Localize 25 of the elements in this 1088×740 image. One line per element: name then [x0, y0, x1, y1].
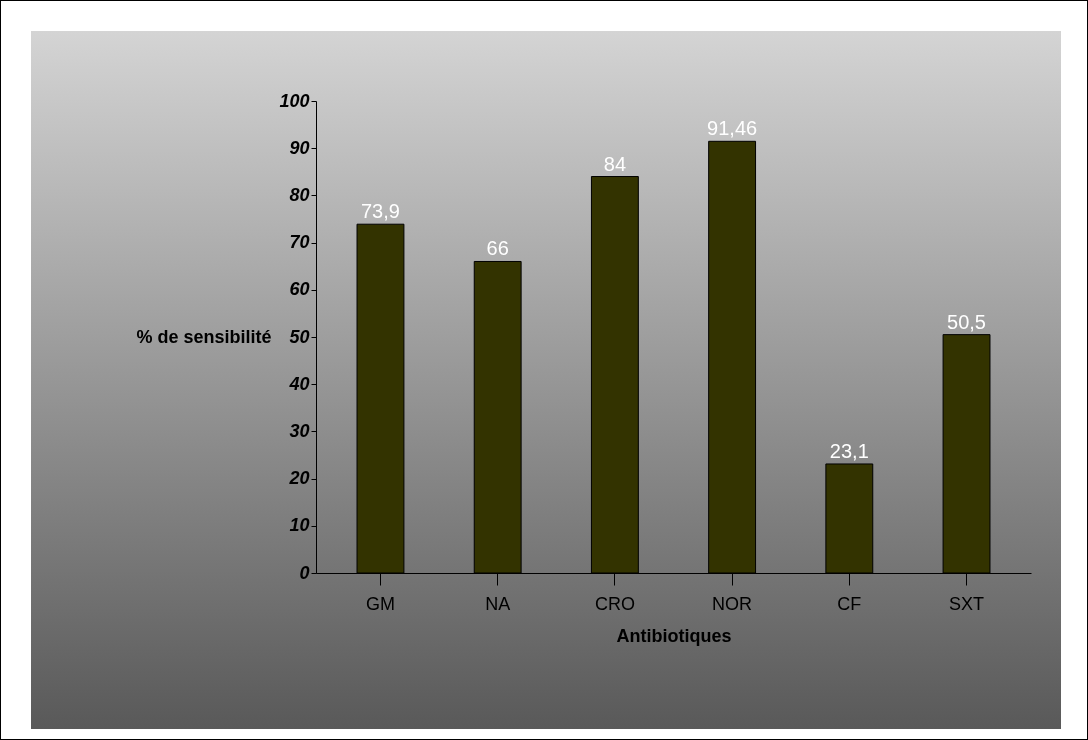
data-label: 84	[603, 152, 627, 175]
x-tick-label: NA	[485, 593, 511, 614]
y-tick-label: 70	[289, 232, 310, 253]
y-tick-label: 0	[299, 562, 310, 583]
x-tick-label: SXT	[949, 593, 985, 614]
x-tick-label: GM	[365, 593, 395, 614]
y-tick-label: 30	[289, 420, 310, 441]
y-tick-label: 100	[279, 90, 310, 111]
data-label: 66	[486, 237, 509, 260]
x-tick-label: CRO	[594, 593, 635, 614]
data-label: 73,9	[361, 200, 400, 223]
y-tick-label: 50	[289, 326, 310, 347]
x-tick-label: NOR	[712, 593, 753, 614]
x-axis-title: Antibiotiques	[616, 625, 732, 646]
y-tick-label: 40	[288, 373, 310, 394]
data-label: 50,5	[947, 310, 986, 333]
y-tick-label: 20	[288, 468, 310, 489]
data-label: 91,46	[707, 117, 758, 140]
y-tick-label: 60	[289, 279, 310, 300]
data-label: 23,1	[829, 439, 869, 462]
y-axis-title: % de sensibilité	[136, 326, 272, 347]
y-tick-label: 10	[289, 515, 310, 536]
x-tick-label: CF	[837, 593, 862, 614]
y-tick-label: 90	[289, 137, 310, 158]
y-tick-label: 80	[289, 184, 310, 205]
